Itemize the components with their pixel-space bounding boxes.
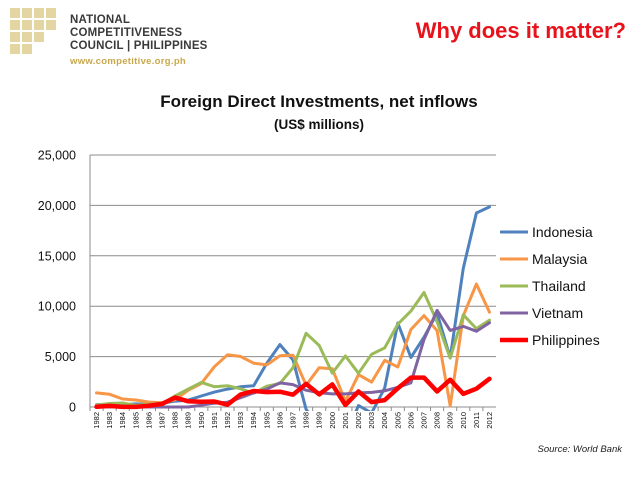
logo-square (34, 32, 44, 42)
logo-square (10, 20, 20, 30)
x-tick-label: 1983 (105, 412, 114, 429)
series-line-vietnam (95, 308, 491, 409)
legend-label-vietnam: Vietnam (532, 305, 583, 321)
x-tick-label: 1992 (223, 412, 232, 429)
logo-line-1: NATIONAL (70, 14, 131, 26)
legend-label-indonesia: Indonesia (532, 224, 593, 240)
x-tick-label: 1995 (262, 412, 271, 429)
x-tick-label: 2000 (328, 412, 337, 429)
legend: Indonesia Malaysia Thailand Vietnam Philippi… (500, 224, 600, 348)
logo-line-2: COMPETITIVENESS (70, 27, 183, 39)
x-tick-label: 2005 (393, 412, 402, 429)
x-tick-label: 1996 (275, 412, 284, 429)
x-tick-label: 1993 (236, 412, 245, 429)
x-tick-label: 1990 (197, 412, 206, 429)
slide-headline: Why does it matter? (415, 18, 626, 43)
x-tick-label: 1988 (171, 412, 180, 429)
ncc-logo: NATIONAL COMPETITIVENESS COUNCIL | PHILI… (6, 4, 246, 67)
x-tick-label: 1982 (92, 412, 101, 429)
series-line-philippines (94, 375, 492, 410)
logo-line-3: COUNCIL | PHILIPPINES (70, 40, 208, 52)
logo-text: NATIONAL COMPETITIVENESS COUNCIL | PHILI… (70, 14, 208, 53)
x-tick-label: 1989 (184, 412, 193, 429)
x-tick-label: 2010 (459, 412, 468, 429)
x-tick-label: 2003 (367, 412, 376, 429)
source-note: Source: World Bank (537, 444, 622, 455)
logo-square (22, 8, 32, 18)
logo-square (22, 32, 32, 42)
y-tick-label: 0 (69, 401, 76, 415)
logo-square (10, 32, 20, 42)
logo-square (34, 20, 44, 30)
chart-title: Foreign Direct Investments, net inflows (160, 92, 478, 111)
x-tick-label: 2012 (485, 412, 494, 429)
logo-square (10, 44, 20, 54)
x-tick-label: 1985 (131, 412, 140, 429)
x-tick-label: 2001 (341, 412, 350, 429)
series-line-thailand (95, 291, 491, 407)
logo-mark (10, 8, 56, 54)
x-tick-label: 2002 (354, 412, 363, 429)
y-tick-label: 10,000 (38, 300, 76, 314)
x-tick-label: 1991 (210, 412, 219, 429)
x-tick-label: 1994 (249, 412, 258, 429)
x-tick-label: 2008 (433, 412, 442, 429)
y-tick-label: 15,000 (38, 249, 76, 263)
x-tick-label: 2007 (419, 412, 428, 429)
logo-square (46, 20, 56, 30)
x-tick-label: 1984 (118, 412, 127, 429)
logo-square (46, 8, 56, 18)
y-tick-label: 25,000 (38, 149, 76, 163)
x-tick-label: 1986 (144, 412, 153, 429)
logo-url: www.competitive.org.ph (70, 56, 187, 67)
y-tick-label: 5,000 (45, 350, 76, 364)
x-tick-label: 1998 (302, 412, 311, 429)
logo-square (22, 20, 32, 30)
x-tick-label: 2011 (472, 412, 481, 428)
axes: 0 5,000 10,000 15,000 20,000 25,000 1982 1983 19… (38, 149, 496, 429)
logo-square (10, 8, 20, 18)
x-tick-label: 2009 (446, 412, 455, 429)
x-tick-label: 2006 (406, 412, 415, 429)
x-tick-label: 1999 (315, 412, 324, 429)
x-tick-label: 1997 (289, 412, 298, 429)
y-tick-label: 20,000 (38, 199, 76, 213)
legend-label-malaysia: Malaysia (532, 251, 587, 267)
chart-subtitle: (US$ millions) (273, 117, 364, 132)
x-tick-label: 2004 (380, 412, 389, 429)
series-lines (94, 205, 492, 411)
logo-square (22, 44, 32, 54)
legend-label-thailand: Thailand (532, 278, 586, 294)
x-tick-label: 1987 (158, 412, 167, 429)
legend-label-philippines: Philippines (532, 332, 600, 348)
logo-square (34, 8, 44, 18)
